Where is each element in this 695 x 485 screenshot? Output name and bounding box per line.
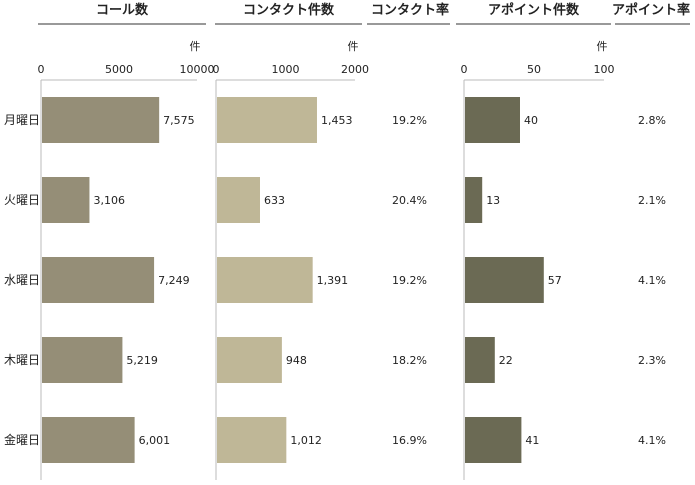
tick-label: 0 — [38, 63, 45, 76]
bar — [465, 97, 520, 143]
data-label: 1,391 — [317, 274, 349, 287]
tick-label: 0 — [461, 63, 468, 76]
day-label: 水曜日 — [4, 273, 40, 287]
column-header: コンタクト率 — [371, 2, 449, 18]
rate-value: 18.2% — [392, 354, 427, 367]
bar — [217, 417, 287, 463]
data-label: 948 — [286, 354, 307, 367]
bar — [217, 337, 282, 383]
rate-value: 16.9% — [392, 434, 427, 447]
column-header: アポイント率 — [612, 2, 690, 18]
data-label: 13 — [486, 194, 500, 207]
bar — [217, 257, 313, 303]
day-label: 火曜日 — [4, 193, 40, 207]
tick-label: 50 — [527, 63, 541, 76]
rate-value: 2.8% — [638, 114, 666, 127]
tick-label: 0 — [213, 63, 220, 76]
rate-value: 4.1% — [638, 434, 666, 447]
data-label: 1,012 — [290, 434, 322, 447]
day-label: 金曜日 — [4, 432, 40, 447]
tick-label: 1000 — [272, 63, 300, 76]
data-label: 7,249 — [158, 274, 190, 287]
bar — [465, 257, 544, 303]
bar — [42, 177, 90, 223]
unit-label: 件 — [348, 40, 359, 53]
day-label: 月曜日 — [4, 113, 40, 127]
rate-value: 19.2% — [392, 274, 427, 287]
rate-value: 19.2% — [392, 114, 427, 127]
tick-label: 5000 — [105, 63, 133, 76]
data-label: 22 — [499, 354, 513, 367]
bar — [465, 337, 495, 383]
rate-value: 20.4% — [392, 194, 427, 207]
tick-label: 10000 — [180, 63, 215, 76]
data-label: 5,219 — [126, 354, 158, 367]
day-label: 木曜日 — [4, 353, 40, 367]
data-label: 41 — [525, 434, 539, 447]
bar — [42, 257, 155, 303]
data-label: 3,106 — [93, 194, 125, 207]
data-label: 7,575 — [163, 114, 195, 127]
bar — [42, 337, 123, 383]
tick-label: 100 — [594, 63, 615, 76]
bar — [465, 177, 483, 223]
data-label: 1,453 — [321, 114, 353, 127]
bar — [42, 97, 160, 143]
tick-label: 2000 — [341, 63, 369, 76]
rate-value: 2.1% — [638, 194, 666, 207]
column-header: コール数 — [96, 2, 149, 18]
column-header: アポイント件数 — [488, 2, 580, 18]
bar — [217, 97, 317, 143]
bar — [465, 417, 522, 463]
data-label: 6,001 — [139, 434, 171, 447]
column-header: コンタクト件数 — [243, 2, 335, 18]
rate-value: 2.3% — [638, 354, 666, 367]
bar — [217, 177, 260, 223]
data-label: 40 — [524, 114, 538, 127]
rate-value: 4.1% — [638, 274, 666, 287]
unit-label: 件 — [597, 40, 608, 53]
bar — [42, 417, 135, 463]
unit-label: 件 — [190, 40, 201, 53]
data-label: 57 — [548, 274, 562, 287]
data-label: 633 — [264, 194, 285, 207]
